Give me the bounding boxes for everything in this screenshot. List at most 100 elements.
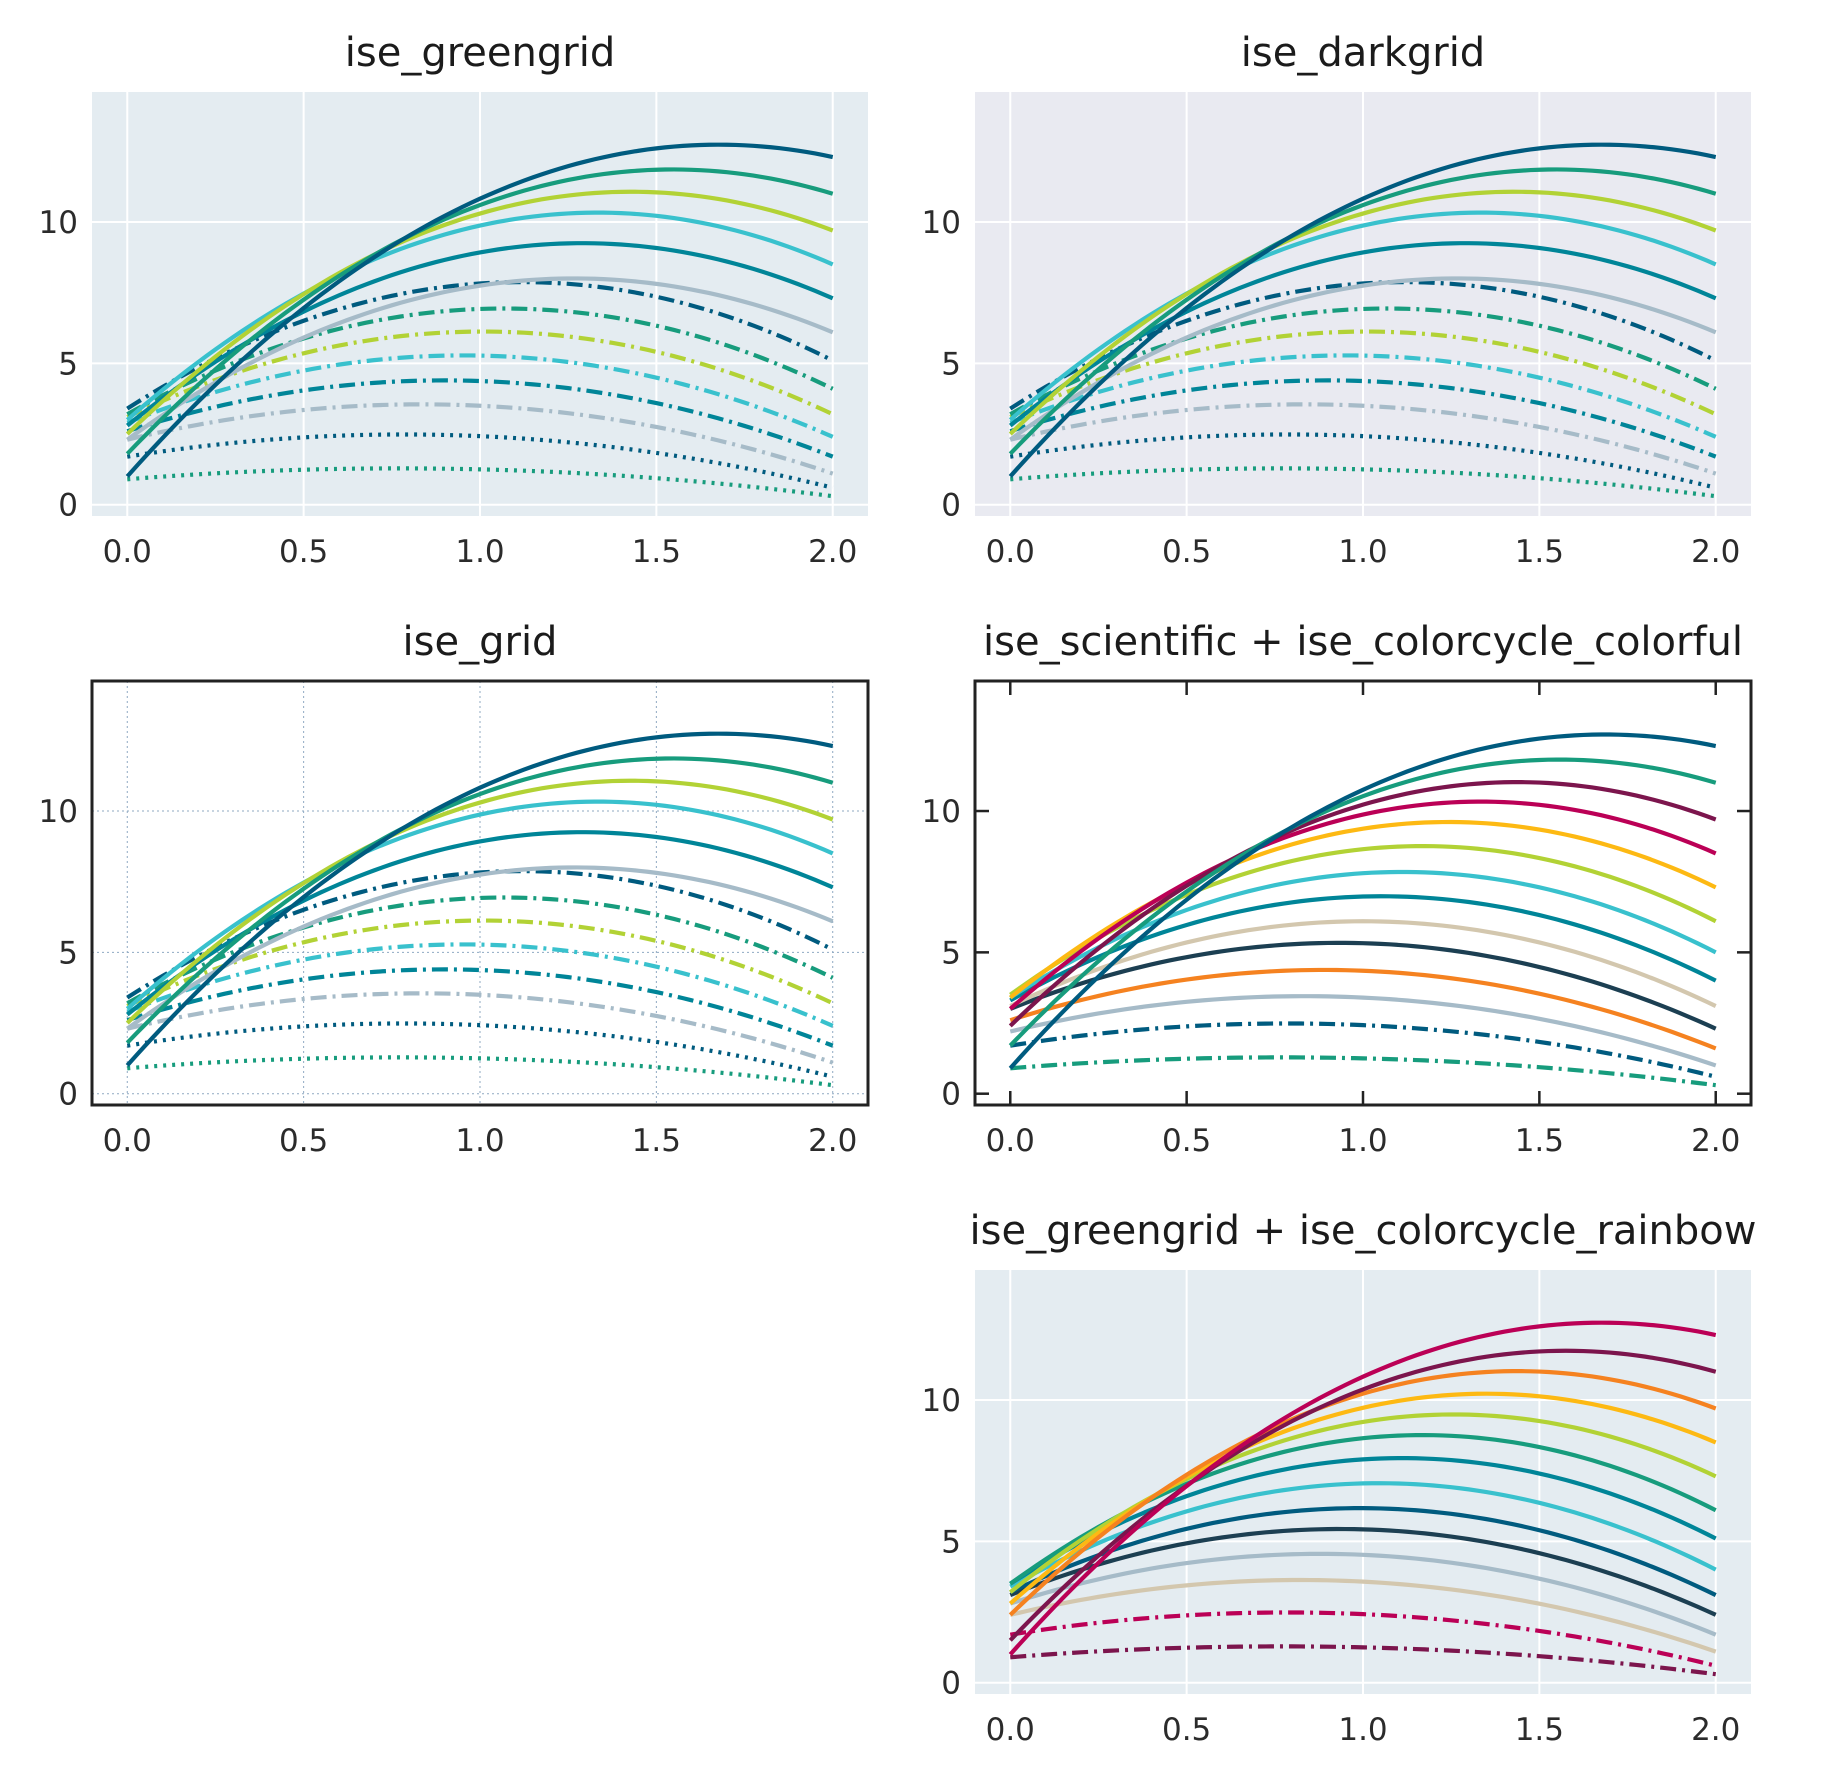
subplot-title: ise_darkgrid: [1241, 30, 1485, 76]
series-line-12: [125, 778, 834, 1025]
series-line-6: [1009, 919, 1717, 1008]
series-line-14: [125, 731, 834, 1067]
series-line-13: [1008, 1348, 1717, 1642]
y-tick-label: 0: [58, 488, 78, 524]
series-group: [1008, 732, 1717, 1088]
subplot-title: ise_greengrid: [345, 30, 615, 76]
series-line-6: [1009, 1506, 1717, 1597]
series-line-12: [1008, 780, 1717, 1028]
panel-ise-scientific-colorful: 0.0 0.5 1.0 1.5 2.0 0 5 10 ise_scientific + ise_…: [922, 619, 1753, 1159]
y-tick-label: 5: [941, 1524, 961, 1560]
x-tick-label: 0.5: [279, 1123, 328, 1159]
x-tick-label: 2.0: [808, 534, 857, 570]
x-tick-label: 2.0: [808, 1123, 857, 1159]
series-line-13: [1008, 757, 1717, 1048]
series-line-1: [1010, 466, 1716, 499]
x-tick-label: 1.0: [1338, 1123, 1387, 1159]
series-group: [125, 142, 834, 499]
x-tick-label: 1.5: [1515, 1712, 1564, 1748]
x-tick-label: 0.5: [279, 534, 328, 570]
series-line-2: [126, 1021, 834, 1079]
series-line-8: [1009, 869, 1717, 1000]
x-tick-label: 1.5: [632, 1123, 681, 1159]
x-tick-label: 1.0: [1338, 534, 1387, 570]
y-tick-label: 10: [922, 1383, 961, 1419]
series-line-5: [126, 353, 834, 439]
series-line-4: [1009, 1551, 1717, 1637]
x-tick-label: 0.0: [103, 534, 152, 570]
subplot-title: ise_scientific + ise_colorcycle_colorful: [983, 619, 1743, 665]
series-line-11: [125, 799, 834, 1011]
y-tick-label: 10: [39, 794, 78, 830]
series-line-13: [125, 756, 834, 1045]
series-line-7: [1009, 894, 1717, 1003]
series-line-4: [1009, 378, 1717, 459]
series-line-3: [1009, 402, 1717, 476]
series-line-1: [127, 1055, 833, 1088]
series-line-2: [1009, 1021, 1717, 1079]
series-group: [125, 731, 834, 1088]
y-tick-label: 5: [941, 935, 961, 971]
x-tick-label: 2.0: [1691, 1123, 1740, 1159]
x-tick-label: 0.0: [103, 1123, 152, 1159]
y-tick-label: 0: [58, 1077, 78, 1113]
x-tick-label: 1.5: [1515, 534, 1564, 570]
series-line-12: [1008, 1369, 1717, 1617]
x-tick-label: 0.5: [1162, 534, 1211, 570]
series-line-4: [1009, 967, 1717, 1051]
subplot-title: ise_greengrid + ise_colorcycle_rainbow: [970, 1208, 1757, 1254]
x-tick-label: 1.0: [455, 534, 504, 570]
series-line-14: [1008, 142, 1717, 478]
series-line-2: [126, 432, 834, 490]
series-line-8: [1009, 1456, 1717, 1586]
y-tick-label: 5: [941, 346, 961, 382]
series-line-14: [1008, 1320, 1717, 1656]
series-line-14: [1008, 732, 1717, 1070]
series-line-2: [1009, 432, 1717, 490]
series-line-3: [1009, 994, 1717, 1068]
series-line-9: [126, 276, 834, 442]
series-line-5: [1009, 940, 1717, 1031]
panel-ise-darkgrid: 0.0 0.5 1.0 1.5 2.0 0 5 10 ise_darkgrid: [922, 30, 1751, 570]
y-tick-label: 5: [58, 346, 78, 382]
x-tick-label: 0.0: [986, 1712, 1035, 1748]
series-line-14: [125, 142, 834, 478]
series-line-4: [126, 967, 834, 1048]
y-tick-label: 5: [58, 935, 78, 971]
series-group: [1008, 1320, 1717, 1677]
x-tick-label: 1.0: [455, 1123, 504, 1159]
x-tick-label: 1.5: [632, 534, 681, 570]
series-line-6: [126, 329, 834, 419]
series-line-6: [126, 918, 834, 1008]
series-line-11: [1008, 210, 1717, 422]
x-tick-label: 0.0: [986, 1123, 1035, 1159]
series-line-9: [1009, 276, 1717, 442]
x-tick-label: 1.0: [1338, 1712, 1387, 1748]
series-line-6: [1009, 329, 1717, 419]
x-tick-label: 0.5: [1162, 1123, 1211, 1159]
series-line-11: [1008, 799, 1717, 1011]
series-line-3: [126, 402, 834, 476]
y-tick-label: 0: [941, 488, 961, 524]
series-line-9: [126, 865, 834, 1031]
panel-ise-greengrid-rainbow: 0.0 0.5 1.0 1.5 2.0 0 5 10 ise_greengrid + ise_c…: [922, 1208, 1757, 1748]
x-tick-label: 2.0: [1691, 534, 1740, 570]
y-tick-label: 10: [39, 205, 78, 241]
y-tick-label: 10: [922, 794, 961, 830]
x-tick-label: 1.5: [1515, 1123, 1564, 1159]
series-line-9: [1009, 843, 1717, 997]
series-line-3: [1009, 1577, 1717, 1654]
y-tick-label: 0: [941, 1666, 961, 1702]
x-tick-label: 2.0: [1691, 1712, 1740, 1748]
series-line-1: [127, 466, 833, 499]
subplot-title: ise_grid: [403, 619, 558, 665]
series-line-3: [126, 991, 834, 1065]
series-line-5: [1009, 1526, 1717, 1617]
series-line-12: [1008, 189, 1717, 436]
series-line-2: [1009, 1610, 1717, 1668]
series-line-11: [125, 210, 834, 422]
series-line-1: [1010, 1644, 1716, 1677]
x-tick-label: 0.0: [986, 534, 1035, 570]
panel-ise-greengrid: 0.0 0.5 1.0 1.5 2.0 0 5 10 ise_greengrid: [39, 30, 868, 570]
